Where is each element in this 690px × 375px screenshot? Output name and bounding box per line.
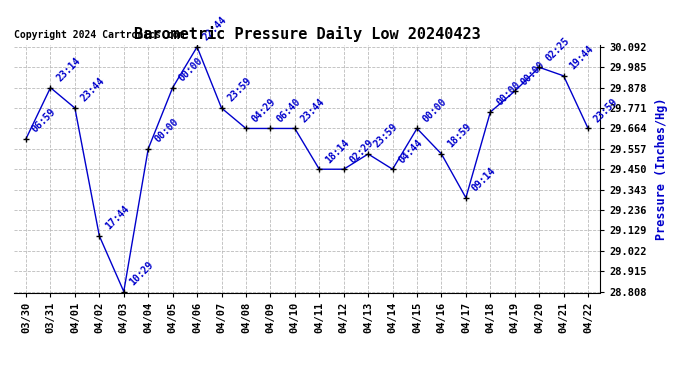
Text: 02:29: 02:29 [348,137,376,165]
Text: 00:00: 00:00 [519,59,546,87]
Text: 22:44: 22:44 [201,15,229,43]
Text: 00:00: 00:00 [495,80,522,108]
Y-axis label: Pressure (Inches/Hg): Pressure (Inches/Hg) [656,98,668,240]
Text: 23:59: 23:59 [226,76,253,104]
Text: Copyright 2024 Cartronics.com: Copyright 2024 Cartronics.com [14,30,184,40]
Text: 00:00: 00:00 [421,96,449,124]
Text: 00:00: 00:00 [177,56,205,84]
Text: 23:44: 23:44 [299,96,327,124]
Text: 02:25: 02:25 [543,35,571,63]
Text: 04:44: 04:44 [397,137,424,165]
Text: 10:29: 10:29 [128,260,156,287]
Text: 09:14: 09:14 [470,166,498,194]
Text: 04:29: 04:29 [250,96,278,124]
Text: 18:14: 18:14 [324,137,351,165]
Text: 23:59: 23:59 [592,96,620,124]
Text: 18:59: 18:59 [446,122,473,150]
Text: 23:44: 23:44 [79,76,107,104]
Text: 23:14: 23:14 [55,56,83,84]
Text: 06:59: 06:59 [30,107,58,135]
Text: 06:40: 06:40 [275,96,302,124]
Text: 19:44: 19:44 [568,44,595,72]
Title: Barometric Pressure Daily Low 20240423: Barometric Pressure Daily Low 20240423 [134,27,480,42]
Text: 17:44: 17:44 [104,204,131,232]
Text: 23:59: 23:59 [373,122,400,150]
Text: 00:00: 00:00 [152,117,180,145]
